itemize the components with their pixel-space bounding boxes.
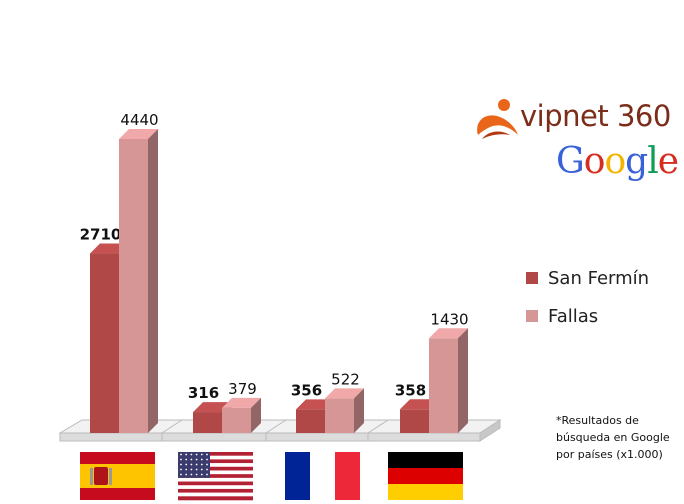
bar-top-face (325, 388, 364, 399)
bar-side-face (354, 388, 364, 433)
bar-fallas (429, 338, 458, 433)
spain-flag-icon (80, 452, 155, 500)
google-logo: Google (556, 141, 679, 182)
google-letter: G (556, 141, 585, 182)
google-letter: e (657, 141, 679, 182)
legend-item-san-fermin: San Fermín (526, 267, 650, 289)
bar-fallas (222, 407, 251, 433)
chart-floor-divider (265, 419, 287, 434)
legend-swatch-fallas (526, 310, 538, 322)
logo-area: vipnet 360 Google (470, 95, 680, 190)
usa-flag-icon (178, 452, 253, 501)
data-label: 379 (228, 380, 257, 398)
data-label: 316 (188, 384, 219, 402)
data-label: 522 (331, 370, 360, 388)
google-letter: l (647, 141, 658, 182)
bar-san-fermin (296, 409, 325, 433)
vipnet-logo-icon (477, 99, 518, 139)
bar-side-face (251, 397, 261, 433)
legend-item-fallas: Fallas (526, 305, 649, 327)
bar-side-face (458, 328, 468, 433)
legend-label: Fallas (548, 305, 599, 327)
legend-label: San Fermín (548, 267, 650, 289)
data-label: 2710 (80, 226, 122, 244)
footnote: *Resultados de búsqueda en Google por pa… (556, 414, 670, 461)
bar-san-fermin (90, 253, 119, 433)
bar-top-face (119, 129, 158, 139)
bar-san-fermin (400, 409, 429, 433)
chart-floor-divider (367, 419, 389, 434)
bar-top-face (222, 397, 261, 408)
chart-floor-front (59, 432, 481, 442)
chart-floor-side (479, 419, 501, 442)
data-label: 358 (395, 381, 426, 399)
bar-fallas (325, 398, 354, 433)
chart-floor-divider (161, 419, 183, 434)
bar-fallas (119, 139, 148, 433)
bar-side-face (148, 129, 158, 433)
vipnet-wordmark: vipnet 360 (520, 99, 671, 133)
google-letter: o (604, 141, 626, 182)
data-label: 4440 (120, 111, 158, 129)
legend-swatch-san-fermin (526, 272, 538, 284)
france-flag-icon (285, 452, 360, 500)
legend: San Fermín Fallas (526, 268, 649, 344)
data-label: 1430 (430, 310, 468, 328)
data-label: 356 (291, 381, 322, 399)
bar-san-fermin (193, 412, 222, 433)
bar-top-face (429, 328, 468, 339)
google-letter: o (583, 141, 606, 182)
germany-flag-icon (388, 452, 463, 500)
google-letter: g (625, 141, 648, 182)
